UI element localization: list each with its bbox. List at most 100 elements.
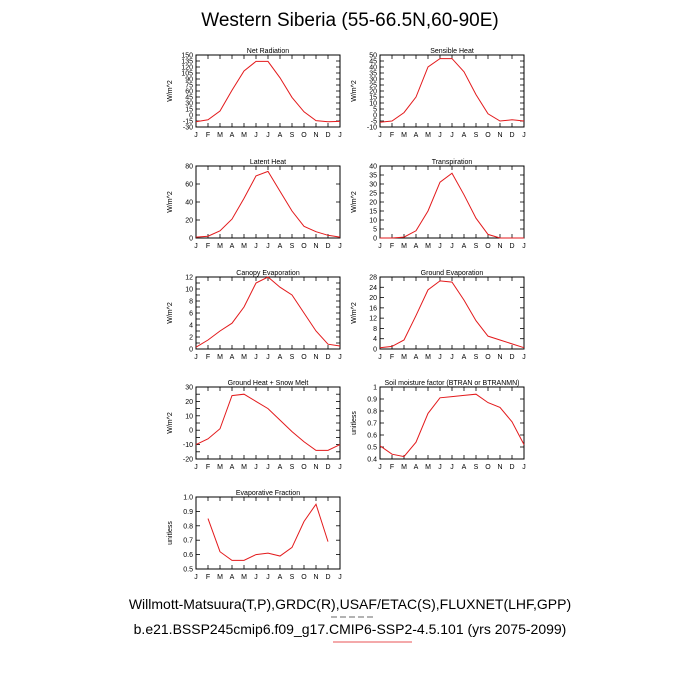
panel-frame bbox=[195, 165, 341, 239]
x-tick-label: J bbox=[254, 243, 258, 250]
x-tick-label: J bbox=[266, 574, 270, 581]
y-tick-label: -15 bbox=[183, 119, 193, 126]
y-tick-label: 8 bbox=[373, 326, 377, 333]
x-tick-label: A bbox=[462, 243, 467, 250]
y-axis-label: W/m^2 bbox=[351, 191, 358, 213]
x-tick-label: M bbox=[401, 132, 407, 139]
x-tick-label: S bbox=[290, 574, 295, 581]
panel-frame bbox=[379, 54, 525, 128]
x-tick-label: J bbox=[378, 464, 382, 471]
y-tick-label: 20 bbox=[369, 89, 377, 96]
x-tick-label: F bbox=[206, 464, 210, 471]
x-tick-label: M bbox=[241, 354, 247, 361]
y-axis-label: W/m^2 bbox=[167, 80, 174, 102]
y-axis-label: W/m^2 bbox=[351, 80, 358, 102]
panel-title: Transpiration bbox=[432, 159, 473, 166]
y-tick-label: -5 bbox=[371, 119, 377, 126]
x-tick-label: J bbox=[438, 464, 442, 471]
x-tick-label: D bbox=[325, 243, 330, 250]
x-tick-label: J bbox=[522, 243, 526, 250]
x-tick-label: A bbox=[230, 132, 235, 139]
x-tick-label: D bbox=[509, 243, 514, 250]
x-tick-label: J bbox=[266, 132, 270, 139]
y-tick-label: 0.4 bbox=[367, 457, 377, 464]
x-tick-label: J bbox=[450, 132, 454, 139]
x-tick-label: J bbox=[338, 464, 342, 471]
panel-title: Ground Evaporation bbox=[421, 270, 484, 277]
x-tick-label: J bbox=[450, 243, 454, 250]
y-tick-label: 20 bbox=[369, 200, 377, 207]
footer-datasets: Willmott-Matsuura(T,P),GRDC(R),USAF/ETAC… bbox=[128, 596, 572, 612]
x-tick-label: M bbox=[217, 574, 223, 581]
x-tick-label: J bbox=[194, 574, 198, 581]
x-tick-label: A bbox=[278, 243, 283, 250]
x-tick-label: O bbox=[485, 354, 491, 361]
panel-title: Latent Heat bbox=[250, 159, 286, 166]
x-tick-label: J bbox=[194, 464, 198, 471]
x-tick-label: M bbox=[401, 354, 407, 361]
panel-frame bbox=[195, 496, 341, 570]
x-tick-label: N bbox=[313, 574, 318, 581]
x-tick-label: J bbox=[254, 132, 258, 139]
x-tick-label: A bbox=[414, 243, 419, 250]
y-tick-label: 15 bbox=[369, 209, 377, 216]
x-tick-label: A bbox=[230, 574, 235, 581]
y-tick-label: 90 bbox=[185, 77, 193, 84]
x-tick-label: J bbox=[522, 464, 526, 471]
panel-title: Evaporative Fraction bbox=[236, 490, 300, 497]
panel-frame bbox=[195, 276, 341, 350]
x-tick-label: M bbox=[425, 354, 431, 361]
x-tick-label: M bbox=[217, 354, 223, 361]
y-tick-label: 10 bbox=[185, 413, 193, 420]
x-tick-label: M bbox=[401, 243, 407, 250]
y-tick-label: 25 bbox=[369, 83, 377, 90]
x-tick-label: J bbox=[266, 464, 270, 471]
x-tick-label: F bbox=[390, 354, 394, 361]
y-tick-label: 0.8 bbox=[367, 409, 377, 416]
y-tick-label: 45 bbox=[185, 95, 193, 102]
x-tick-label: D bbox=[325, 354, 330, 361]
y-tick-label: 28 bbox=[369, 275, 377, 282]
y-tick-label: 40 bbox=[185, 200, 193, 207]
x-tick-label: D bbox=[325, 464, 330, 471]
y-tick-label: 135 bbox=[181, 59, 193, 66]
x-tick-label: M bbox=[241, 132, 247, 139]
x-tick-label: N bbox=[313, 354, 318, 361]
x-tick-label: A bbox=[414, 132, 419, 139]
y-tick-label: 0.8 bbox=[183, 523, 193, 530]
x-tick-label: O bbox=[301, 574, 307, 581]
y-tick-label: 0 bbox=[189, 113, 193, 120]
y-tick-label: 0.9 bbox=[367, 397, 377, 404]
x-tick-label: J bbox=[438, 354, 442, 361]
y-tick-label: 0.5 bbox=[367, 445, 377, 452]
x-tick-label: S bbox=[474, 132, 479, 139]
y-tick-label: 15 bbox=[185, 107, 193, 114]
y-tick-label: 150 bbox=[181, 53, 193, 60]
y-tick-label: 0.6 bbox=[367, 433, 377, 440]
x-tick-label: J bbox=[194, 354, 198, 361]
panel-frame bbox=[379, 276, 525, 350]
y-tick-label: 105 bbox=[181, 71, 193, 78]
figure-title: Western Siberia (55-66.5N,60-90E) bbox=[201, 10, 499, 31]
y-tick-label: 6 bbox=[189, 311, 193, 318]
x-tick-label: J bbox=[338, 243, 342, 250]
y-tick-label: 80 bbox=[185, 164, 193, 171]
x-tick-label: J bbox=[338, 574, 342, 581]
x-tick-label: J bbox=[522, 354, 526, 361]
x-tick-label: N bbox=[497, 132, 502, 139]
series-line bbox=[195, 276, 341, 348]
panel-title: Soil moisture factor (BTRAN or BTRANMN) bbox=[385, 380, 520, 387]
x-tick-label: N bbox=[313, 243, 318, 250]
y-tick-label: 4 bbox=[189, 323, 193, 330]
x-tick-label: O bbox=[485, 132, 491, 139]
y-tick-label: 40 bbox=[369, 65, 377, 72]
footer-case-name: b.e21.BSSP245cmip6.f09_g17.CMIP6-SSP2-4.… bbox=[133, 621, 567, 637]
series-line bbox=[195, 170, 341, 238]
x-tick-label: J bbox=[338, 354, 342, 361]
x-tick-label: M bbox=[425, 132, 431, 139]
x-tick-label: A bbox=[462, 132, 467, 139]
x-tick-label: J bbox=[522, 132, 526, 139]
